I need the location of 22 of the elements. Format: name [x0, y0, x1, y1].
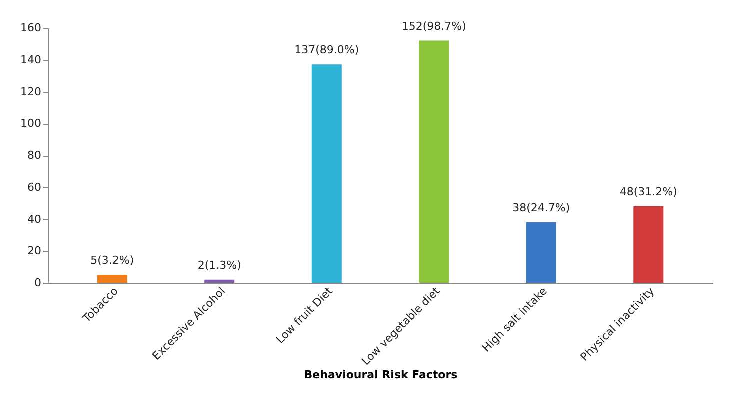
y-tick-label: 40	[28, 212, 42, 226]
y-tick-label: 160	[20, 22, 42, 34]
data-label: 48(31.2%)	[620, 186, 678, 198]
data-label: 137(89.0%)	[294, 44, 360, 57]
bar	[419, 40, 450, 283]
y-tick-label: 140	[20, 53, 42, 66]
bar	[634, 206, 664, 283]
data-label: 5(3.2%)	[90, 254, 134, 268]
y-tick-label: 20	[28, 244, 42, 258]
data-label: 152(98.7%)	[402, 20, 466, 33]
y-tick-label: 100	[20, 117, 42, 130]
y-tick-label: 0	[34, 276, 42, 290]
data-label: 2(1.3%)	[198, 258, 242, 272]
bar	[204, 280, 235, 283]
data-label: 38(24.7%)	[512, 201, 570, 214]
bar	[312, 64, 342, 283]
y-tick-label: 80	[28, 149, 42, 162]
y-tick-label: 60	[28, 180, 42, 194]
bar	[97, 275, 128, 283]
x-axis-title: Behavioural Risk Factors	[304, 368, 458, 382]
bar	[526, 222, 556, 283]
y-tick-label: 120	[20, 85, 42, 98]
